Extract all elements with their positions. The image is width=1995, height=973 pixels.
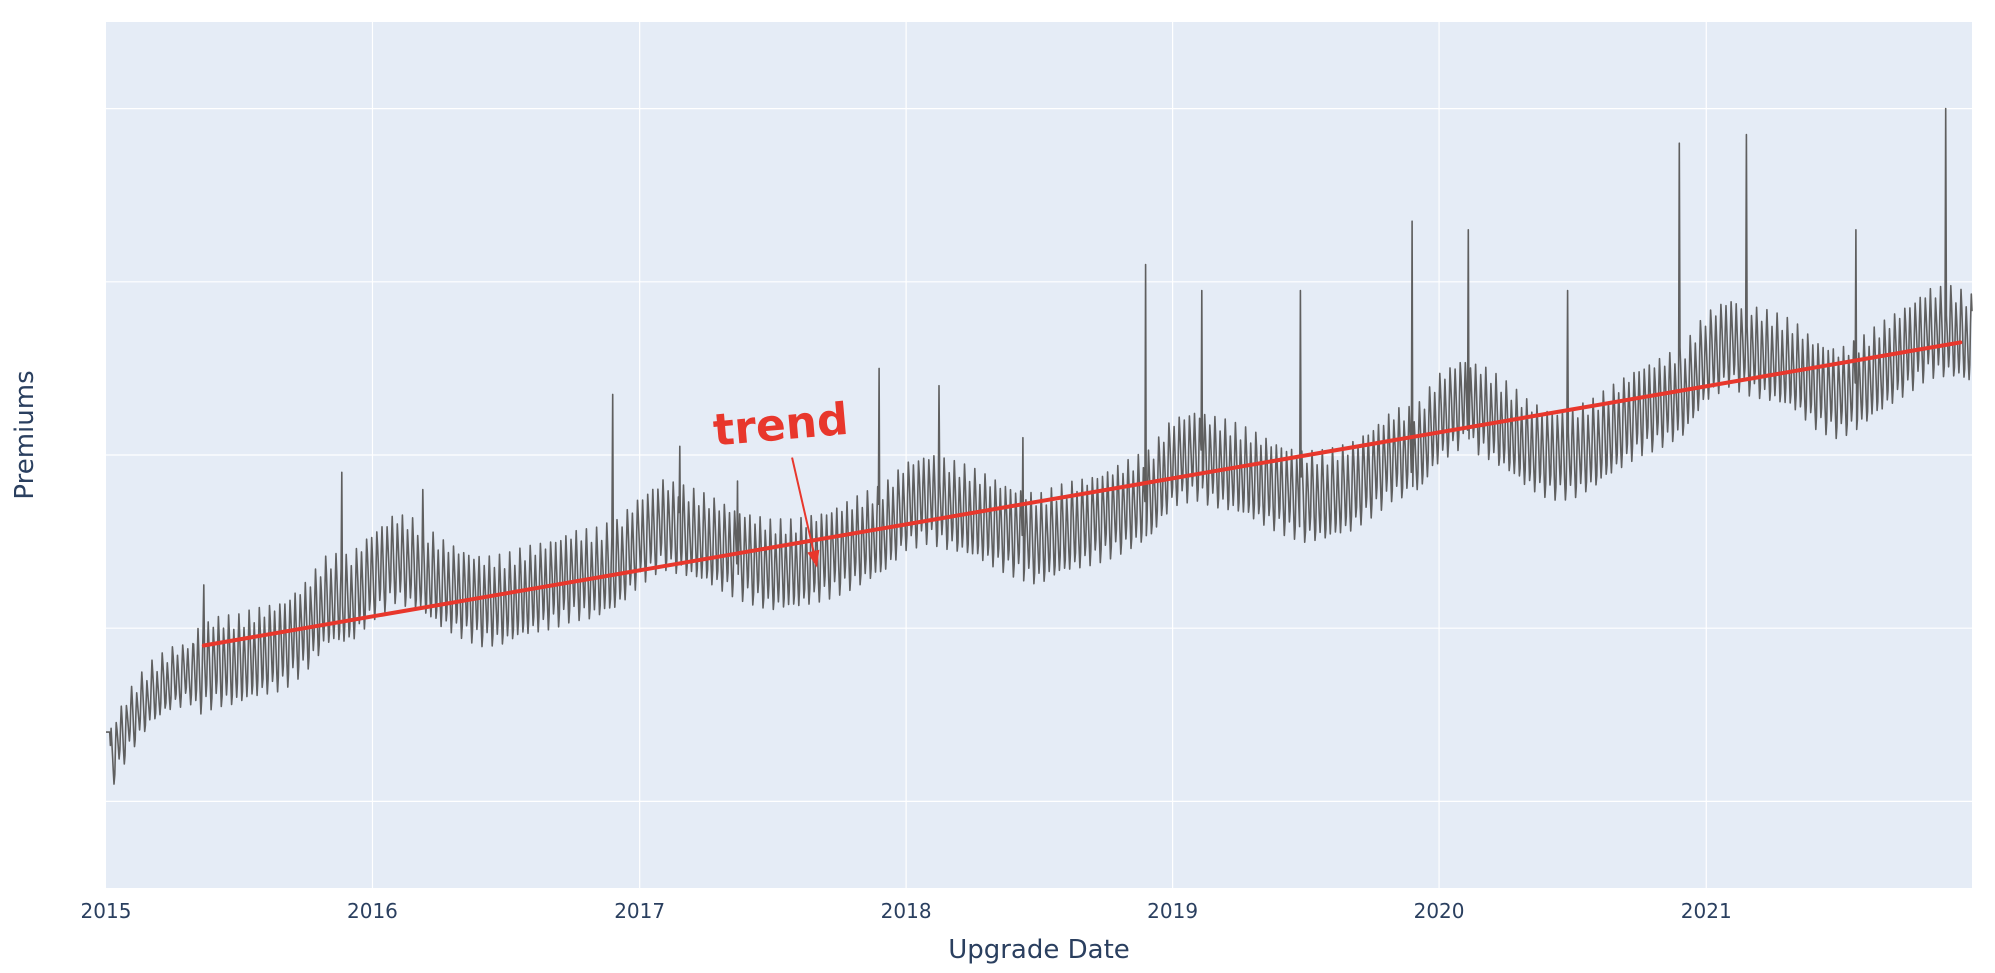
x-axis-ticks: 2015 2016 2017 2018 2019 2020 2021 (81, 899, 1732, 923)
trend-line (201, 340, 1963, 648)
x-tick-label: 2021 (1681, 899, 1732, 923)
trend-layer (201, 340, 1963, 648)
trend-annotation-label: trend (711, 394, 850, 457)
x-tick-label: 2020 (1414, 899, 1465, 923)
x-axis-title: Upgrade Date (948, 935, 1130, 965)
annotation-arrow-head (807, 549, 820, 568)
premiums-series-line (105, 107, 1973, 785)
x-tick-label: 2018 (881, 899, 932, 923)
y-axis-title: Premiums (10, 370, 40, 499)
x-tick-label: 2019 (1147, 899, 1198, 923)
series-layer (105, 107, 1973, 785)
grid-lines (106, 22, 1972, 888)
x-tick-label: 2017 (614, 899, 665, 923)
x-tick-label: 2016 (347, 899, 398, 923)
x-tick-label: 2015 (81, 899, 132, 923)
annotation-layer: trend (711, 394, 850, 568)
annotation-arrow-shaft (791, 457, 816, 554)
